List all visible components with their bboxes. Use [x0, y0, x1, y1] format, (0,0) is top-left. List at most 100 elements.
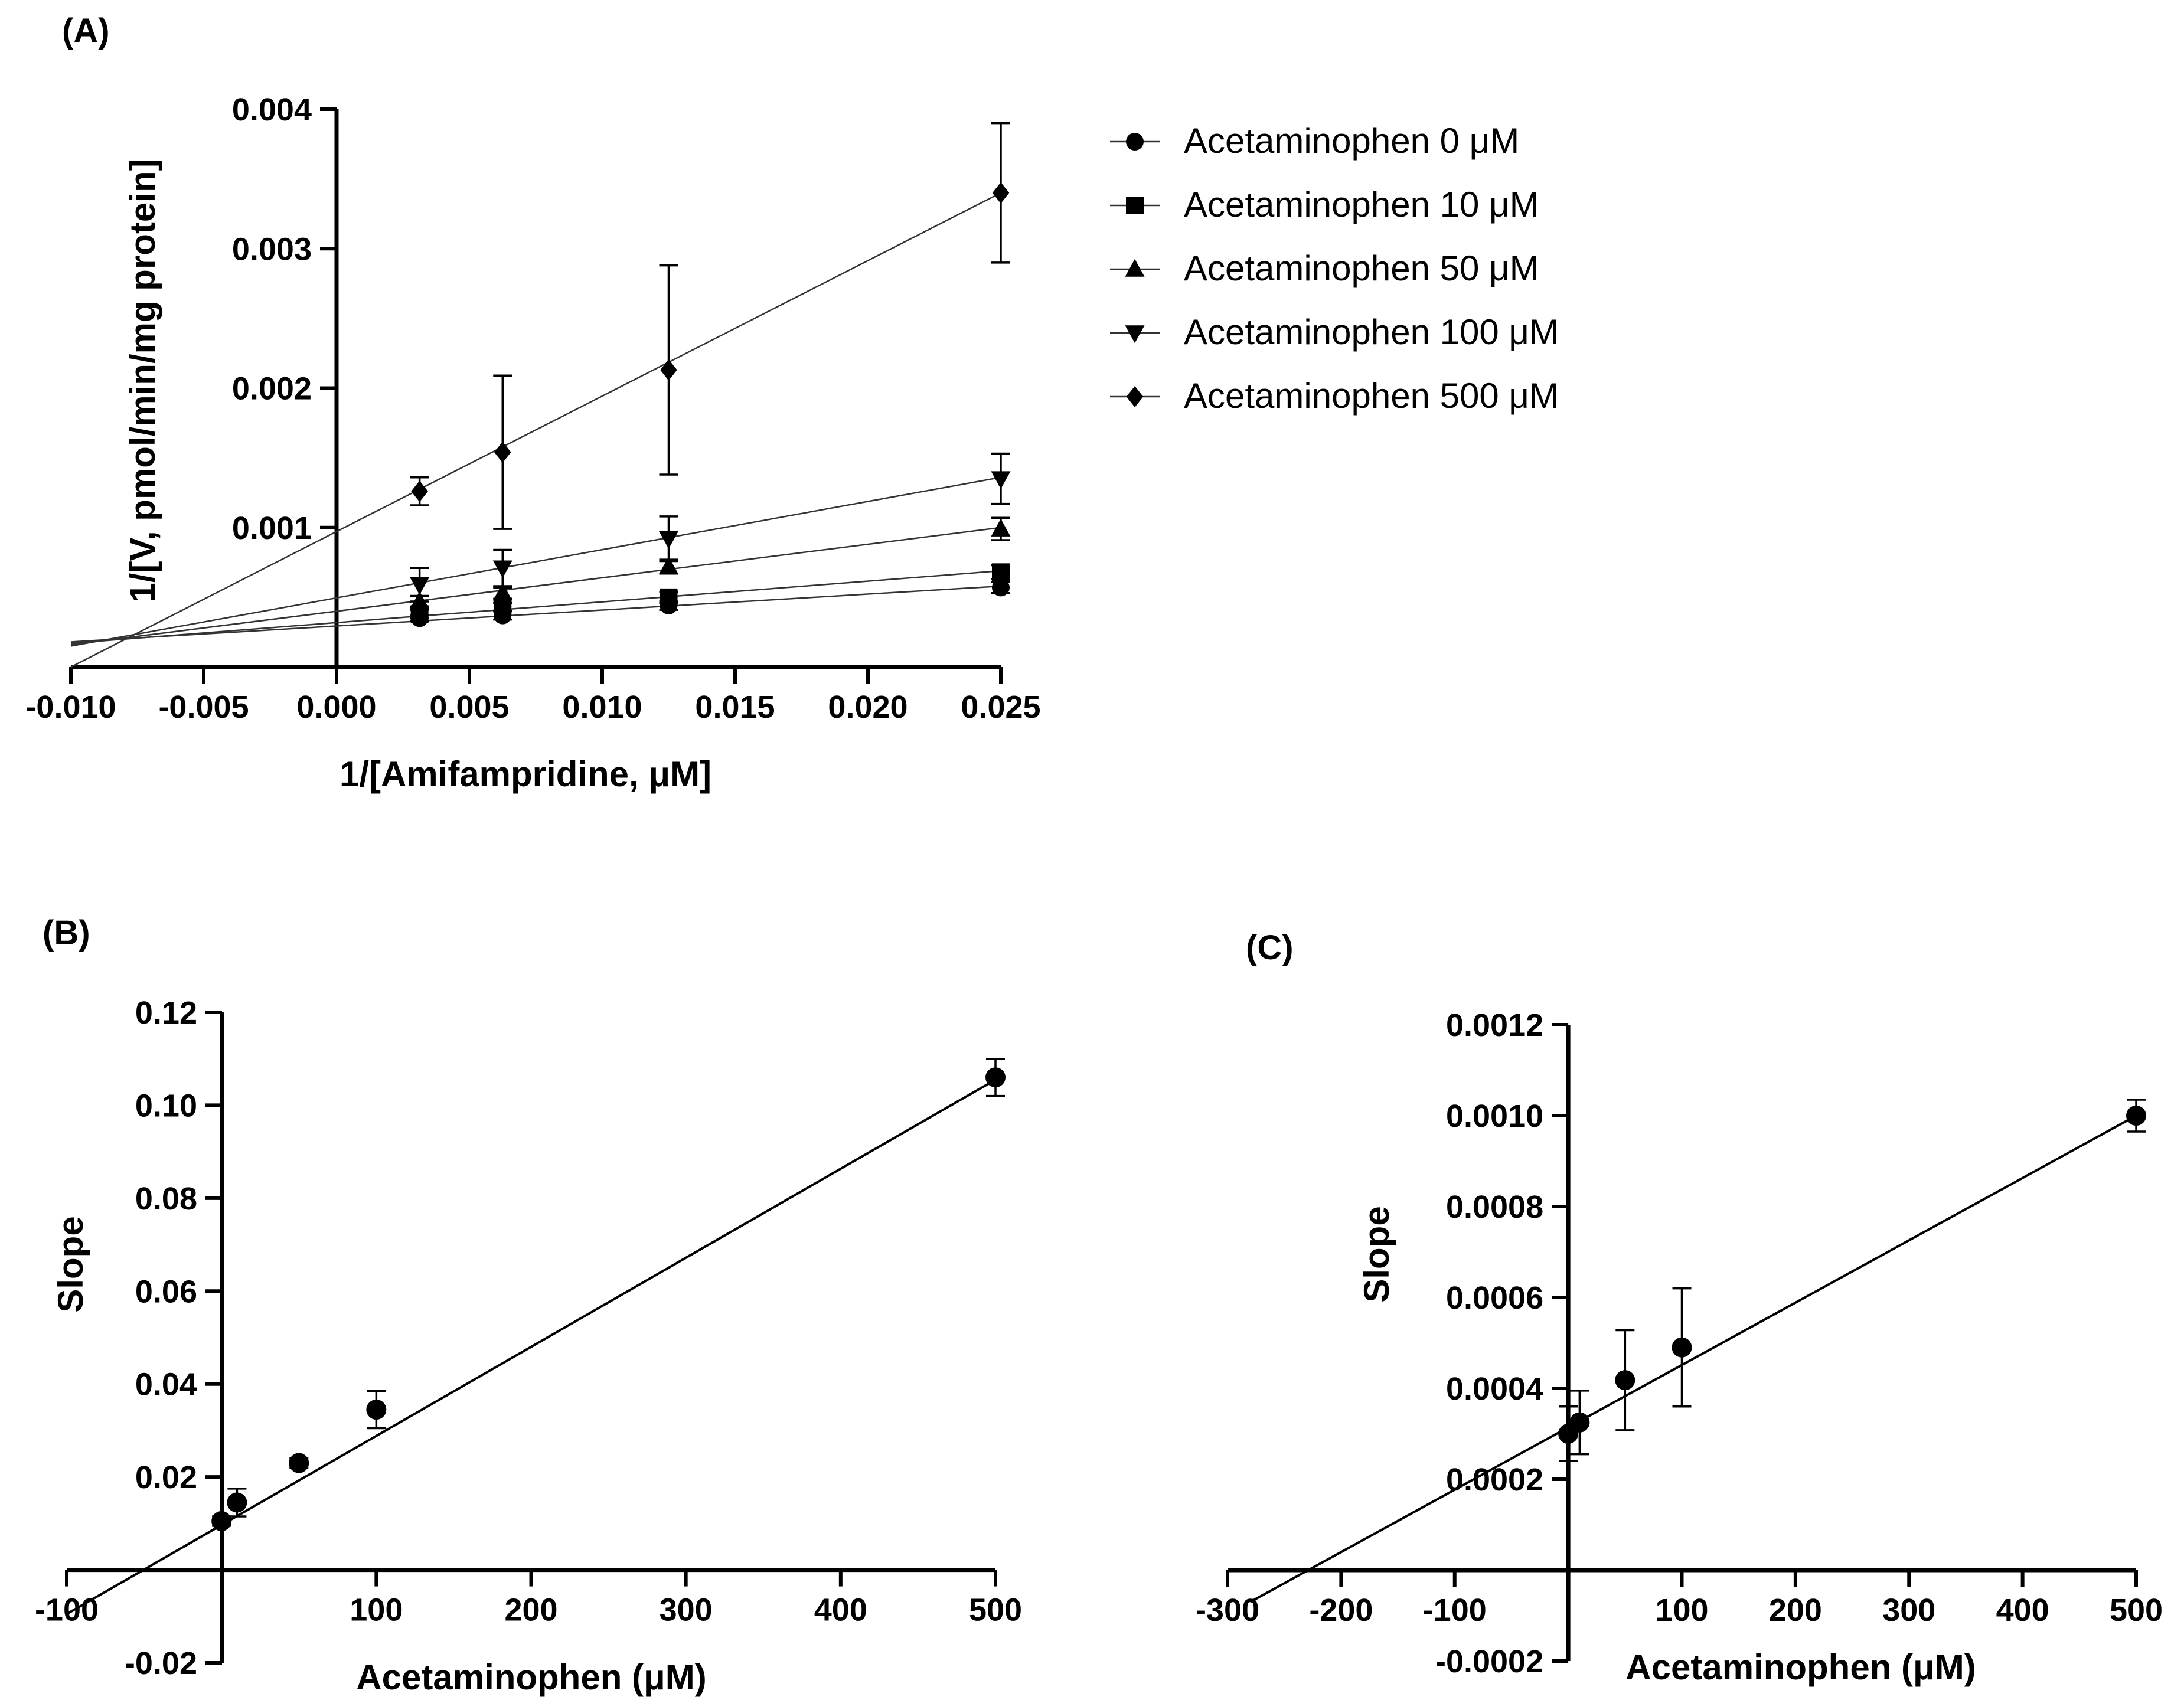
panel-c-data-point	[2126, 1106, 2146, 1126]
legend-entry-0: Acetaminophen 0 μM	[1184, 121, 1519, 161]
b-y-tick-label: 0.02	[135, 1460, 197, 1495]
panel-b-axes	[67, 1012, 995, 1663]
panel-a-legend: Acetaminophen 0 μM Acetaminophen 10 μM A…	[1110, 121, 1559, 416]
legend-entry-4: Acetaminophen 500 μM	[1184, 376, 1559, 416]
c-y-tick-label: 0.0004	[1446, 1371, 1543, 1407]
legend-marker-4	[1126, 386, 1144, 407]
c-y-tick-label: 0.0010	[1446, 1099, 1543, 1134]
c-y-tick-label: 0.0006	[1446, 1280, 1543, 1316]
panel-b-regression-line	[66, 1078, 996, 1616]
legend-label-3: Acetaminophen 100 μM	[1184, 312, 1559, 352]
panel-c-data-point	[1672, 1337, 1692, 1358]
data-point-series-1	[992, 563, 1010, 581]
panel-c-data-point	[1569, 1412, 1590, 1433]
fit-line-series-0	[70, 585, 1001, 643]
a-x-tick-label: 0.025	[961, 689, 1040, 725]
panel-c-x-axis-title: Acetaminophen (μM)	[1625, 1647, 1976, 1687]
a-x-tick-label: -0.010	[25, 689, 116, 725]
a-x-tick-label: 0.000	[296, 689, 376, 725]
panel-c-error-bars	[1559, 1099, 2146, 1462]
panel-c-regression-line	[1249, 1114, 2137, 1603]
panel-b-data-point	[985, 1067, 1006, 1088]
c-x-tick-label: 400	[1996, 1593, 2049, 1628]
data-point-series-4	[992, 182, 1010, 204]
c-x-tick-label: 300	[1882, 1593, 1935, 1628]
panel-a-x-axis-title: 1/[Amifampridine, μM]	[339, 754, 711, 794]
b-y-tick-label: 0.12	[135, 995, 197, 1031]
panel-b-markers	[211, 1067, 1006, 1531]
legend-marker-1	[1126, 197, 1144, 214]
panel-b-data-point	[366, 1400, 387, 1420]
legend-marker-3	[1125, 325, 1145, 344]
legend-entry-3: Acetaminophen 100 μM	[1184, 312, 1559, 352]
b-y-tick-label: 0.08	[135, 1181, 197, 1217]
a-x-tick-label: 0.005	[429, 689, 509, 725]
legend-label-1: Acetaminophen 10 μM	[1184, 185, 1539, 224]
data-point-series-3	[991, 471, 1011, 489]
data-point-series-3	[492, 560, 512, 578]
b-x-tick-label: 200	[504, 1593, 557, 1628]
panel-c-fit-line	[1249, 1114, 2137, 1603]
panel-c-data-point	[1615, 1370, 1635, 1391]
panel-a-fit-lines	[70, 192, 1001, 668]
b-x-tick-label: 300	[660, 1593, 713, 1628]
panel-c-tick-marks: -300 -200 -100 100 200 300 400 500-0.00020.0002…	[1196, 1008, 2163, 1679]
a-x-tick-label: 0.020	[828, 689, 907, 725]
a-y-tick-label: 0.001	[232, 511, 312, 546]
c-x-tick-label: -100	[1423, 1593, 1487, 1628]
panel-b-data-point	[211, 1511, 232, 1531]
legend-label-4: Acetaminophen 500 μM	[1184, 376, 1559, 416]
data-point-series-2	[991, 518, 1011, 537]
legend-label-2: Acetaminophen 50 μM	[1184, 249, 1539, 288]
panel-b-error-bars	[212, 1057, 1005, 1527]
b-x-tick-label: 500	[969, 1593, 1022, 1628]
panel-a-label: (A)	[62, 12, 110, 50]
fit-line-series-4	[70, 192, 1001, 668]
b-y-tick-label: 0.06	[135, 1274, 197, 1309]
fit-line-series-1	[70, 570, 1001, 645]
data-point-series-0	[992, 578, 1010, 597]
panel-b-y-axis-title: Slope	[51, 1216, 90, 1312]
panel-c-replot: (C) Acetaminophen (μM) Slope -300 -200 -10…	[1196, 929, 2163, 1687]
legend-label-0: Acetaminophen 0 μM	[1184, 121, 1519, 161]
data-point-series-1	[494, 598, 512, 616]
c-x-tick-label: -200	[1309, 1593, 1373, 1628]
c-y-tick-label: 0.0008	[1446, 1189, 1543, 1225]
data-point-series-2	[410, 591, 430, 609]
panel-a-tick-marks: -0.010 -0.005 0.000 0.005 0.010 0.015 0.020 0.0…	[25, 92, 1040, 725]
data-point-series-3	[659, 531, 678, 549]
panel-c-y-axis-title: Slope	[1357, 1206, 1396, 1302]
data-point-series-4	[411, 480, 428, 502]
data-point-series-2	[492, 583, 512, 601]
data-point-series-4	[660, 359, 677, 381]
a-y-tick-label: 0.004	[232, 92, 312, 128]
c-y-tick-label: -0.0002	[1435, 1644, 1543, 1679]
data-point-series-3	[410, 577, 430, 595]
b-y-tick-label: -0.02	[125, 1646, 197, 1681]
b-x-tick-label: 400	[814, 1593, 867, 1628]
panel-a-error-bars	[410, 122, 1010, 622]
c-x-tick-label: 500	[2110, 1593, 2163, 1628]
legend-entry-2: Acetaminophen 50 μM	[1184, 249, 1539, 288]
panel-b-replot: (B) Acetaminophen (μM) Slope -100 100 200 3…	[35, 914, 1022, 1697]
panel-a-markers	[410, 182, 1011, 627]
legend-entry-1: Acetaminophen 10 μM	[1184, 185, 1539, 224]
data-point-series-2	[659, 556, 678, 574]
panel-c-label: (C)	[1246, 929, 1294, 967]
a-y-tick-label: 0.002	[232, 371, 312, 407]
b-y-tick-label: 0.04	[135, 1367, 197, 1402]
legend-marker-2	[1125, 259, 1145, 277]
a-x-tick-label: -0.005	[158, 689, 249, 725]
b-y-tick-label: 0.10	[135, 1088, 197, 1123]
panel-a-axes	[71, 109, 1001, 669]
panel-b-x-axis-title: Acetaminophen (μM)	[356, 1658, 706, 1697]
panel-a-lineweaver-burk-plot: (A) 1/[Amifampridine, μM] 1/[V, pmol/min…	[25, 12, 1559, 794]
data-point-series-4	[494, 442, 511, 463]
a-x-tick-label: 0.015	[695, 689, 775, 725]
panel-b-data-point	[227, 1492, 247, 1513]
panel-b-fit-line	[66, 1078, 996, 1616]
c-y-tick-label: 0.0012	[1446, 1008, 1543, 1043]
data-point-series-1	[660, 588, 678, 606]
b-x-tick-label: 100	[350, 1593, 403, 1628]
